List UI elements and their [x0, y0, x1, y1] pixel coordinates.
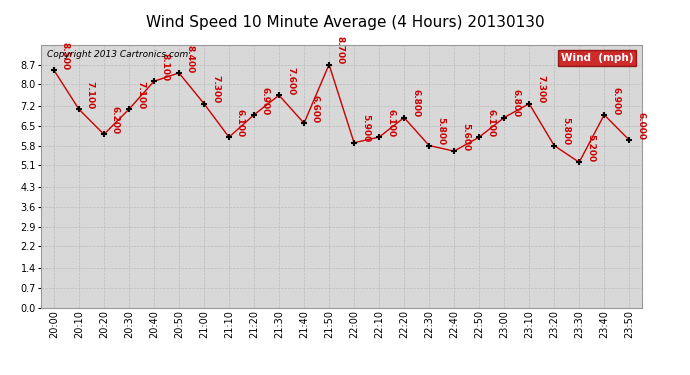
Text: 5.800: 5.800 [436, 117, 445, 146]
Text: 7.100: 7.100 [136, 81, 145, 109]
Text: 6.000: 6.000 [636, 112, 645, 140]
Legend: Wind  (mph): Wind (mph) [558, 50, 636, 66]
Text: 6.600: 6.600 [311, 95, 320, 123]
Text: 7.300: 7.300 [211, 75, 220, 104]
Text: 6.100: 6.100 [486, 109, 495, 137]
Text: 5.200: 5.200 [586, 134, 595, 162]
Text: 7.100: 7.100 [86, 81, 95, 109]
Text: 6.100: 6.100 [236, 109, 245, 137]
Text: 6.200: 6.200 [111, 106, 120, 134]
Text: 5.900: 5.900 [361, 114, 370, 143]
Text: 7.600: 7.600 [286, 67, 295, 95]
Text: 5.800: 5.800 [561, 117, 570, 146]
Text: 6.900: 6.900 [611, 87, 620, 115]
Text: Copyright 2013 Cartronics.com: Copyright 2013 Cartronics.com [48, 50, 188, 59]
Text: 6.900: 6.900 [261, 87, 270, 115]
Text: 8.500: 8.500 [61, 42, 70, 70]
Text: 8.100: 8.100 [161, 53, 170, 81]
Text: Wind Speed 10 Minute Average (4 Hours) 20130130: Wind Speed 10 Minute Average (4 Hours) 2… [146, 15, 544, 30]
Text: 7.300: 7.300 [536, 75, 545, 104]
Text: 8.700: 8.700 [336, 36, 345, 64]
Text: 8.400: 8.400 [186, 45, 195, 73]
Text: 6.800: 6.800 [411, 90, 420, 118]
Text: 6.100: 6.100 [386, 109, 395, 137]
Text: 6.800: 6.800 [511, 90, 520, 118]
Text: 5.600: 5.600 [461, 123, 470, 151]
